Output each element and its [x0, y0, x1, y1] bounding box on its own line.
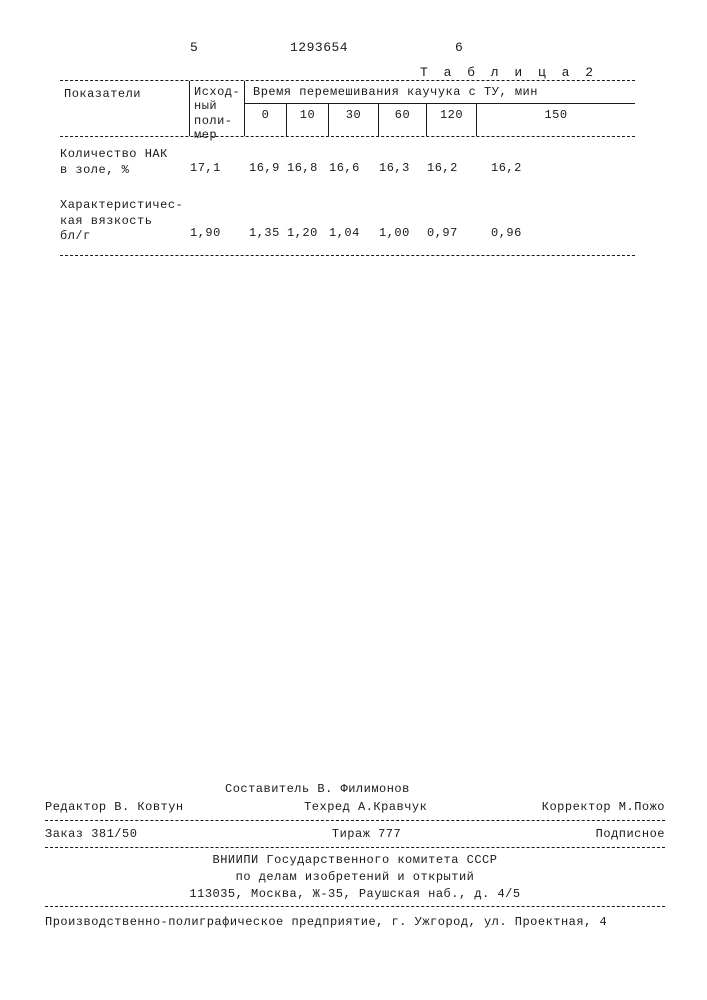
cell: 1,35 [245, 198, 287, 245]
subscription: Подписное [596, 827, 665, 841]
order-number: Заказ 381/50 [45, 827, 137, 841]
header-indicators-label: Показатели [64, 87, 141, 101]
time-col-10: 10 [287, 104, 329, 136]
table-row: Количество НАК в золе, % 17,1 16,9 16,8 … [60, 137, 635, 188]
footer-compiler-row: Составитель В. Филимонов [45, 780, 665, 798]
times-columns: 0 10 30 60 120 150 [245, 104, 635, 136]
footer-org: ВНИИПИ Государственного комитета СССР по… [45, 848, 665, 906]
row-label: Количество НАК в золе, % [60, 147, 190, 178]
row-initial: 17,1 [190, 147, 245, 178]
cell: 16,9 [245, 147, 287, 178]
row-cells: 1,35 1,20 1,04 1,00 0,97 0,96 [245, 198, 635, 245]
header-indicators: Показатели [60, 81, 190, 136]
cell: 0,97 [427, 198, 477, 245]
document-number: 1293654 [290, 40, 348, 55]
time-col-60: 60 [379, 104, 427, 136]
cell: 1,20 [287, 198, 329, 245]
techred: Техред А.Кравчук [304, 800, 427, 814]
table-row: Характеристичес- кая вязкость бл/г 1,90 … [60, 188, 635, 255]
time-col-120: 120 [427, 104, 477, 136]
editor: Редактор В. Ковтун [45, 800, 184, 814]
row-label: Характеристичес- кая вязкость бл/г [60, 198, 190, 245]
org-line-1: ВНИИПИ Государственного комитета СССР [45, 852, 665, 869]
row-cells: 16,9 16,8 16,6 16,3 16,2 16,2 [245, 147, 635, 178]
tirazh: Тираж 777 [332, 827, 401, 841]
table-caption: Т а б л и ц а 2 [420, 65, 597, 80]
cell: 16,8 [287, 147, 329, 178]
table-bottom-border [60, 255, 635, 256]
cell: 16,2 [477, 147, 635, 178]
times-header-label: Время перемешивания каучука с ТУ, мин [245, 81, 635, 104]
data-table: Показатели Исход- ный поли- мер Время пе… [60, 80, 635, 256]
time-col-0: 0 [245, 104, 287, 136]
page-number-left: 5 [190, 40, 198, 55]
corrector: Корректор М.Пожо [542, 800, 665, 814]
org-line-2: по делам изобретений и открытий [45, 869, 665, 886]
footer: Составитель В. Филимонов Редактор В. Ков… [45, 780, 665, 929]
header-initial-label: Исход- ный поли- мер [194, 85, 240, 142]
header-initial: Исход- ный поли- мер [190, 81, 245, 136]
page-number-right: 6 [455, 40, 463, 55]
cell: 1,04 [329, 198, 379, 245]
time-col-150: 150 [477, 104, 635, 136]
table-header-row: Показатели Исход- ный поли- мер Время пе… [60, 81, 635, 136]
cell: 0,96 [477, 198, 635, 245]
cell: 16,2 [427, 147, 477, 178]
footer-printer: Производственно-полиграфическое предприя… [45, 907, 665, 929]
header-times: Время перемешивания каучука с ТУ, мин 0 … [245, 81, 635, 136]
compiler: Составитель В. Филимонов [225, 782, 410, 796]
footer-order-row: Заказ 381/50 Тираж 777 Подписное [45, 821, 665, 847]
cell: 16,6 [329, 147, 379, 178]
row-initial: 1,90 [190, 198, 245, 245]
cell: 16,3 [379, 147, 427, 178]
footer-editor-row: Редактор В. Ковтун Техред А.Кравчук Корр… [45, 798, 665, 820]
org-address: 113035, Москва, Ж-35, Раушская наб., д. … [45, 886, 665, 903]
cell: 1,00 [379, 198, 427, 245]
time-col-30: 30 [329, 104, 379, 136]
